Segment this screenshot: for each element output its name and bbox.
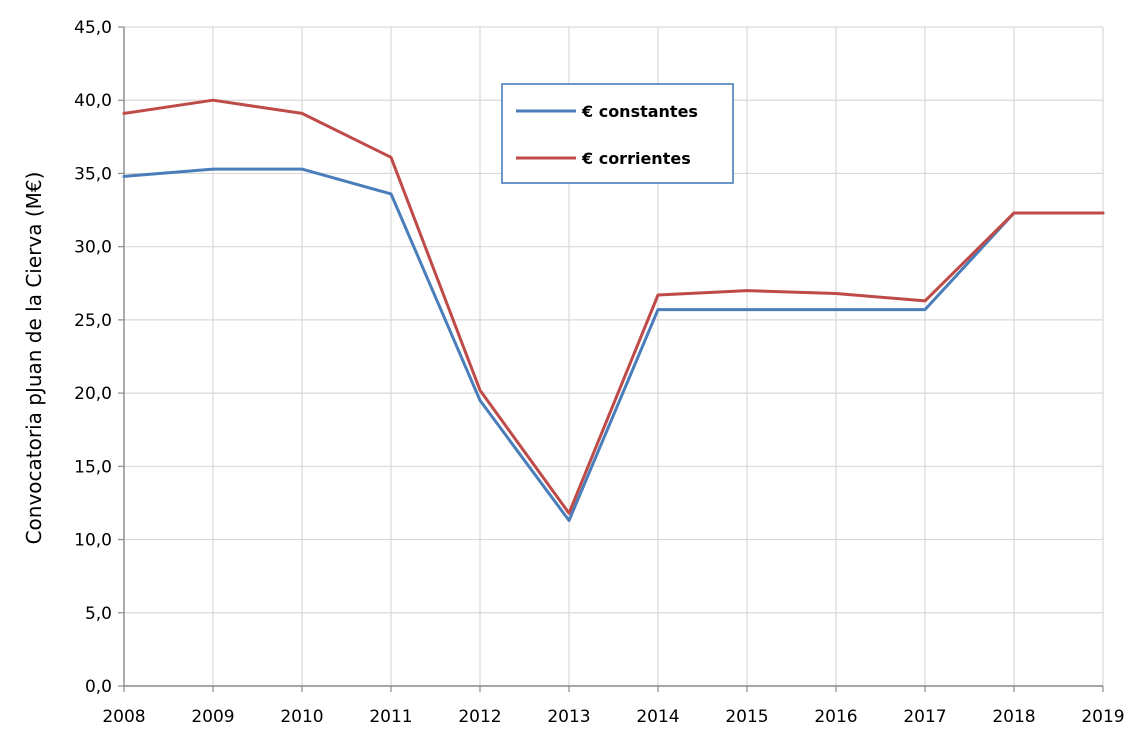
x-tick-label: 2015 <box>725 707 768 727</box>
series-line-1 <box>122 167 1105 522</box>
x-tick-label: 2017 <box>903 707 946 727</box>
y-axis-label: Convocatoria pJuan de la Cierva (M€) <box>22 172 46 545</box>
legend-label: € corrientes <box>581 149 691 168</box>
x-tick-label: 2011 <box>369 707 412 727</box>
x-tick-label: 2012 <box>458 707 501 727</box>
grid <box>123 26 1104 687</box>
x-tick-label: 2010 <box>280 707 323 727</box>
legend-label: € constantes <box>581 102 698 121</box>
y-tick-label: 25,0 <box>74 311 112 331</box>
y-tick-label: 20,0 <box>74 384 112 404</box>
x-tick-label: 2013 <box>547 707 590 727</box>
y-tick-label: 45,0 <box>74 18 112 38</box>
x-tick-label: 2016 <box>814 707 857 727</box>
y-tick-label: 40,0 <box>74 91 112 111</box>
x-axis-ticks: 2008 2009 2010 2011 2012 2013 2014 2015 2016 2017… <box>102 686 1125 727</box>
y-tick-label: 5,0 <box>85 604 112 624</box>
y-tick-label: 15,0 <box>74 457 112 477</box>
series-line-2 <box>122 98 1105 515</box>
y-axis-ticks: 0,0 5,0 10,0 15,0 20,0 25,0 30,0 35,0 40,0 45,0 <box>74 18 124 697</box>
x-tick-label: 2018 <box>992 707 1035 727</box>
x-tick-label: 2019 <box>1081 707 1124 727</box>
y-tick-label: 35,0 <box>74 164 112 184</box>
y-tick-label: 0,0 <box>85 677 112 697</box>
legend-box <box>501 83 734 184</box>
y-tick-label: 30,0 <box>74 238 112 258</box>
x-tick-label: 2008 <box>102 707 145 727</box>
legend: € constantes € corrientes <box>501 83 734 184</box>
x-tick-label: 2009 <box>191 707 234 727</box>
series-lines <box>122 98 1105 522</box>
y-tick-label: 10,0 <box>74 531 112 551</box>
x-tick-label: 2014 <box>636 707 679 727</box>
